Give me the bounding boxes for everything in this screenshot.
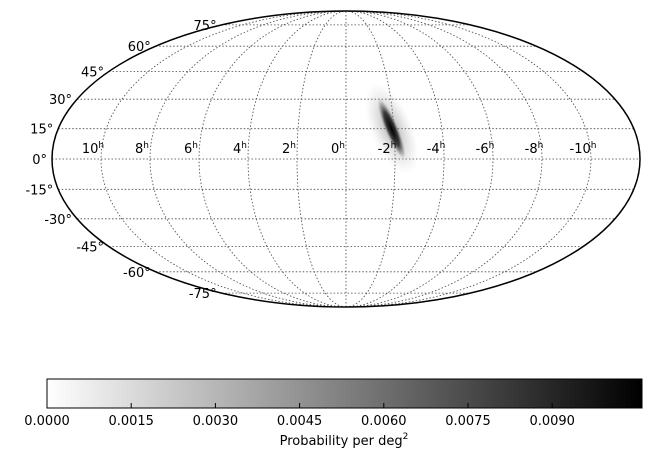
ra-label: -8h <box>525 141 544 157</box>
colorbar-tick-label: 0.0045 <box>277 414 323 429</box>
ra-label: 6h <box>184 141 198 157</box>
ra-labels: 10h 8h 6h 4h 2h 0h -2h -4h -6h -8h -10h <box>82 141 597 157</box>
lat-label: 15° <box>30 123 53 138</box>
meridian-line <box>345 11 494 307</box>
colorbar-gradient <box>46 378 643 409</box>
lat-label: -15° <box>25 183 53 198</box>
ra-label: -2h <box>378 141 397 157</box>
ra-label: -6h <box>476 141 495 157</box>
colorbar-tick-label: 0.0060 <box>361 414 407 429</box>
mollweide-map: 75° 60° 45° 30° 15° 0° -15° -30° -45° -60° -75° 10… <box>25 10 641 308</box>
colorbar-ticks: 0.0000 0.0015 0.0030 0.0045 0.0060 0.0075 0.00… <box>24 403 575 429</box>
probability-core <box>377 98 406 159</box>
colorbar-tick-label: 0.0075 <box>445 414 491 429</box>
colorbar-tick-label: 0.0000 <box>24 414 70 429</box>
meridian-line <box>345 11 543 307</box>
lat-label: -60° <box>123 266 151 281</box>
colorbar-label: Probability per deg2 <box>280 432 409 449</box>
meridian-line <box>296 11 347 307</box>
ra-label: 10h <box>82 141 104 157</box>
meridian-line <box>345 11 445 307</box>
meridian-line <box>198 11 347 307</box>
map-boundary <box>51 10 641 308</box>
lat-label: 75° <box>194 19 217 34</box>
lat-label: 45° <box>81 65 104 80</box>
ra-label: -4h <box>427 141 446 157</box>
ra-label: 2h <box>282 141 296 157</box>
lat-label: 60° <box>128 40 151 55</box>
ra-label: -10h <box>570 141 597 157</box>
colorbar-tick-label: 0.0015 <box>108 414 154 429</box>
colorbar-tick-label: 0.0030 <box>193 414 239 429</box>
lat-label: 0° <box>32 153 47 168</box>
lat-label: -45° <box>76 241 104 256</box>
ra-label: 4h <box>233 141 247 157</box>
meridian-line <box>100 11 347 307</box>
lat-label: 30° <box>49 93 72 108</box>
meridian-line <box>149 11 347 307</box>
ra-label: 0h <box>331 141 345 157</box>
meridian-line <box>247 11 347 307</box>
meridian-line <box>345 11 592 307</box>
colorbar: 0.0000 0.0015 0.0030 0.0045 0.0060 0.0075 0.00… <box>24 378 643 449</box>
ra-label: 8h <box>135 141 149 157</box>
lat-label: -75° <box>189 287 217 302</box>
colorbar-tick-label: 0.0090 <box>529 414 575 429</box>
probability-region <box>364 83 419 175</box>
latitude-labels: 75° 60° 45° 30° 15° 0° -15° -30° -45° -60° -75° <box>25 19 216 302</box>
graticule <box>52 11 640 307</box>
lat-label: -30° <box>44 213 72 228</box>
